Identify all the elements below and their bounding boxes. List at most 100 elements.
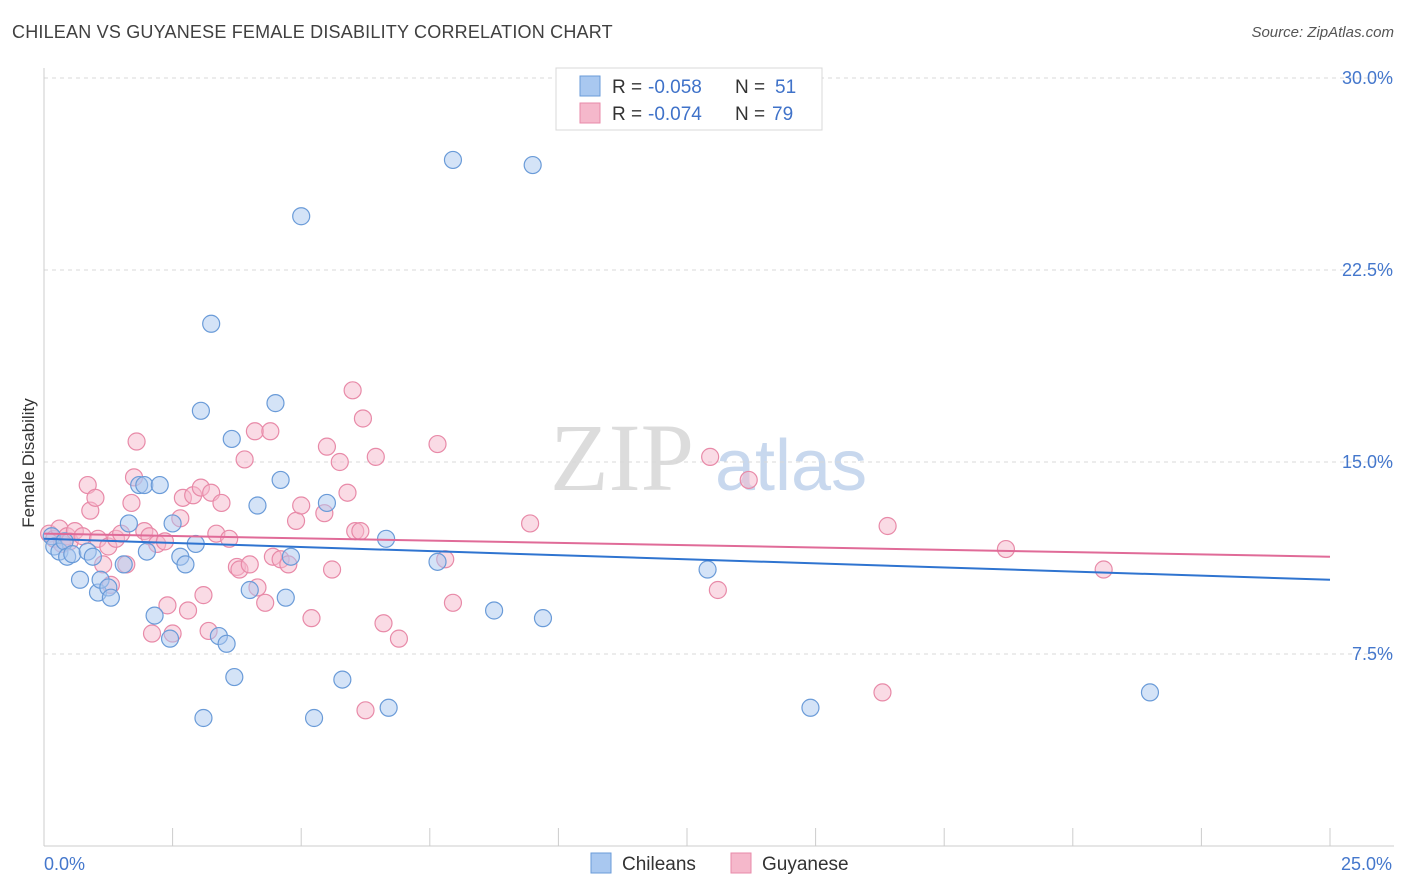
chileans-point-16 [135,475,154,495]
chileans-point-18 [145,606,164,625]
chileans-point-29 [217,634,236,653]
y-tick-label-1: 15.0% [1342,452,1393,472]
y-axis-title: Female Disability [19,398,38,528]
legend-guyanese-label: Guyanese [762,854,849,875]
guyanese-point-54 [317,437,337,456]
guyanese-point-26 [158,596,177,615]
chileans-point-36 [276,588,295,607]
y-tick-labels: 7.5% 15.0% 22.5% 30.0% [1342,68,1393,664]
y-tick-label-2: 22.5% [1342,260,1393,280]
chileans-point-14 [119,514,138,533]
chileans-point-32 [240,580,259,600]
guyanese-point-62 [356,701,375,720]
watermark-atlas: atlas [715,426,867,506]
legend-chileans-swatch [590,852,612,874]
guyanese-point-30 [178,601,198,620]
legend-chileans-label: Chileans [622,854,696,875]
chileans-point-33 [248,496,267,515]
x-axis-ticks [43,828,1331,846]
chileans-point-35 [271,470,290,490]
guyanese-point-52 [302,609,321,628]
chileans-r-value: -0.058 [648,77,702,98]
guyanese-point-69 [521,514,540,533]
guyanese-point-73 [873,683,892,702]
guyanese-point-66 [428,434,447,454]
guyanese-point-70 [701,447,720,466]
watermark-zip: ZIP [550,404,694,511]
chileans-point-25 [191,401,210,420]
chileans-point-13 [114,555,133,574]
guyanese-n-value: 79 [772,104,793,125]
guyanese-swatch [579,102,601,124]
guyanese-r-value: -0.074 [648,104,702,125]
chart-title: CHILEAN VS GUYANESE FEMALE DISABILITY CO… [12,22,613,42]
guyanese-point-68 [443,593,463,612]
chileans-point-43 [379,698,398,717]
guyanese-point-56 [330,452,349,472]
chileans-n-label: N = [735,77,765,98]
guyanese-n-label: N = [735,104,765,125]
chileans-swatch [579,75,601,97]
chileans-point-51 [1140,683,1160,702]
guyanese-point-51 [292,496,311,515]
legend-guyanese-swatch [730,852,752,874]
chileans-point-49 [698,560,717,579]
guyanese-point-7 [73,527,92,546]
chileans-point-6 [70,570,90,589]
guyanese-point-57 [338,483,357,502]
chileans-point-27 [202,314,221,333]
chileans-point-12 [101,588,120,607]
guyanese-point-38 [220,529,239,548]
chileans-point-37 [281,547,301,566]
guyanese-point-60 [351,522,370,541]
chileans-point-39 [304,708,324,728]
chileans-point-46 [485,601,504,620]
chileans-point-34 [266,394,285,413]
guyanese-point-76 [1094,560,1113,579]
chileans-point-23 [176,555,195,574]
chileans-point-41 [333,670,352,689]
chileans-point-31 [225,667,244,687]
guyanese-point-50 [286,511,306,530]
guyanese-point-63 [366,447,385,466]
chileans-point-50 [801,698,820,717]
chileans-n-value: 51 [775,77,796,98]
chileans-point-19 [150,475,169,495]
chileans-point-45 [443,150,463,170]
chileans-point-47 [523,155,542,175]
guyanese-r-label: R = [612,104,642,125]
guyanese-point-23 [142,624,162,643]
guyanese-point-43 [245,422,265,441]
chileans-trend-line [43,537,1331,581]
x-tick-label-min: 0.0% [44,854,85,874]
guyanese-point-20 [127,432,146,451]
chileans-point-17 [137,542,156,561]
guyanese-point-41 [235,450,254,469]
guyanese-point-45 [256,593,275,612]
guyanese-point-61 [353,409,373,428]
x-tick-label-max: 25.0% [1341,854,1392,874]
guyanese-point-18 [122,493,141,513]
guyanese-point-33 [194,586,213,605]
guyanese-point-25 [155,532,174,551]
chileans-r-label: R = [612,77,642,98]
chileans-point-40 [317,493,337,513]
chileans-point-20 [160,629,180,648]
chileans-point-26 [194,708,213,728]
legend: Chileans Guyanese [590,852,849,875]
guyanese-point-42 [240,555,259,574]
guyanese-point-64 [374,614,393,633]
y-tick-label-3: 30.0% [1342,68,1393,88]
chileans-point-5 [63,545,82,564]
chileans-point-30 [222,429,241,449]
y-tick-label-0: 7.5% [1352,644,1393,664]
guyanese-point-46 [261,422,280,441]
guyanese-point-65 [389,629,409,648]
guyanese-point-74 [878,516,897,536]
chileans-point-38 [292,207,311,226]
stats-box: R = -0.058 N = 51 R = -0.074 N = 79 [555,67,823,131]
guyanese-point-58 [343,381,362,400]
guyanese-point-72 [739,470,758,490]
guyanese-point-10 [86,488,105,507]
